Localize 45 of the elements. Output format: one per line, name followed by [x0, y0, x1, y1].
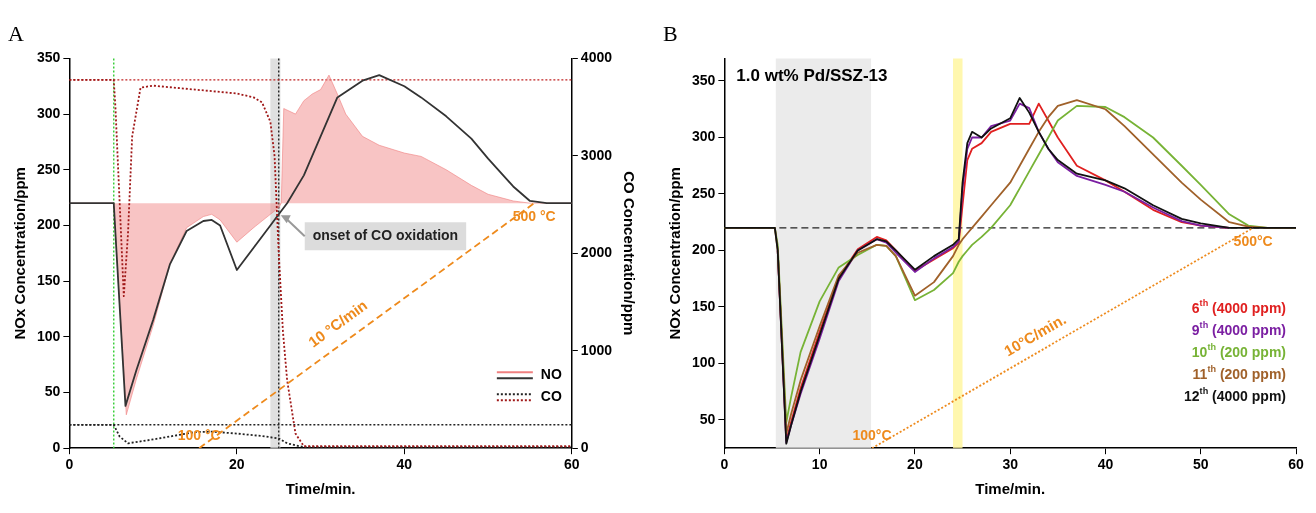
y-tick-label: 350: [37, 49, 61, 66]
x-tick-label: 40: [1097, 456, 1114, 473]
annotation: 1.0 wt% Pd/SSZ-13: [736, 66, 888, 86]
x-tick-label: 10: [811, 456, 828, 473]
y2-tick-label: 0: [580, 439, 589, 456]
y-axis-title: NOx Concentration/ppm: [666, 167, 684, 340]
x-tick-label: 0: [720, 456, 729, 473]
annotation: 500°C: [1233, 232, 1273, 249]
x-tick-label: 20: [229, 456, 245, 473]
y2-tick-label: 4000: [580, 49, 613, 66]
y2-tick-label: 1000: [580, 341, 613, 358]
x-tick-label: 40: [396, 456, 413, 473]
y-tick-label: 300: [37, 104, 61, 121]
y2-tick-label: 3000: [580, 146, 613, 163]
y2-tick-label: 2000: [580, 244, 613, 261]
x-tick-label: 0: [65, 456, 74, 473]
x-tick-label: 60: [1288, 456, 1304, 473]
y-tick-label: 100: [692, 354, 716, 371]
y-axis-title: NOx Concentration/ppm: [11, 167, 29, 340]
x-tick-label: 50: [1192, 456, 1209, 473]
x-axis-title: Time/min.: [285, 480, 356, 498]
y-tick-label: 300: [692, 128, 716, 145]
chart-title: B: [663, 20, 678, 46]
y-tick-label: 100: [37, 327, 61, 344]
chart-title: A: [8, 20, 24, 46]
y2-axis-title: CO Concentration/ppm: [620, 171, 638, 336]
y-tick-label: 250: [37, 160, 61, 177]
legend-label: NO: [540, 366, 562, 383]
y-tick-label: 0: [52, 439, 61, 456]
x-axis-title: Time/min.: [975, 480, 1046, 498]
y-tick-label: 250: [692, 184, 716, 201]
x-tick-label: 60: [564, 456, 580, 473]
annotation: 500 °C: [512, 208, 556, 225]
y-tick-label: 350: [692, 71, 716, 88]
y-tick-label: 50: [44, 383, 61, 400]
y-tick-label: 200: [692, 241, 716, 258]
annotation: onset of CO oxidation: [312, 227, 459, 244]
y-tick-label: 150: [692, 297, 716, 314]
annotation: 100°C: [852, 427, 892, 444]
legend-label: CO: [540, 388, 562, 405]
x-tick-label: 30: [1002, 456, 1019, 473]
x-tick-label: 20: [907, 456, 923, 473]
y-tick-label: 50: [699, 410, 716, 427]
y-tick-label: 200: [37, 216, 61, 233]
y-tick-label: 150: [37, 272, 61, 288]
